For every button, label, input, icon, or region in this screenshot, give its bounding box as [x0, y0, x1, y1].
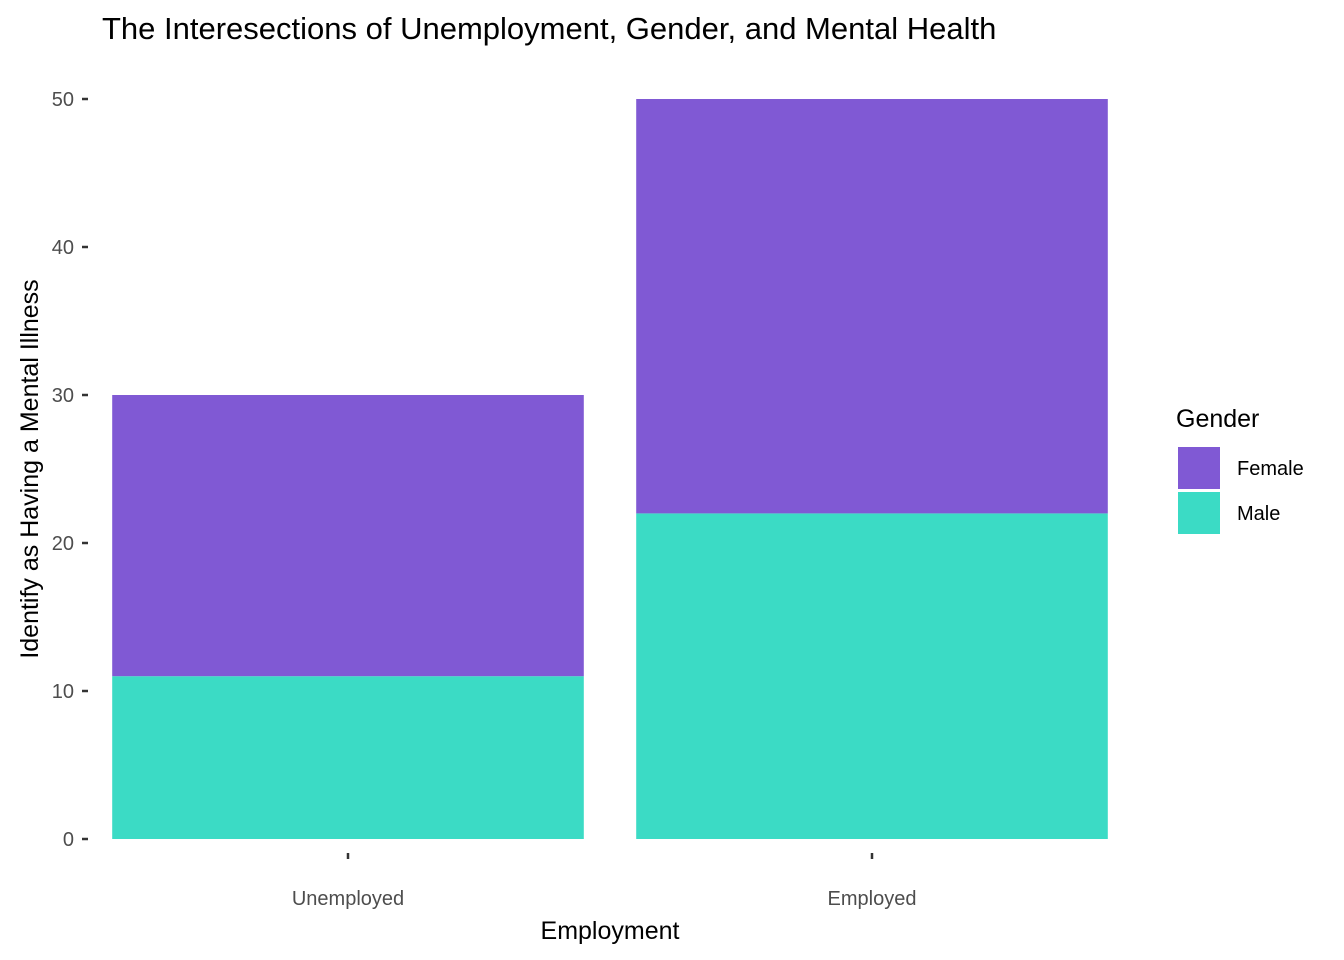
y-tick-label: 40	[52, 237, 74, 259]
bar-unemployed-male	[112, 676, 584, 839]
chart-title: The Interesections of Unemployment, Gend…	[102, 11, 996, 46]
bar-employed-female	[636, 99, 1108, 514]
bars	[112, 99, 1108, 839]
legend: Gender Female Male	[1176, 405, 1304, 534]
legend-key-female	[1178, 447, 1220, 489]
x-tick-label: Unemployed	[292, 888, 404, 910]
x-tick-label: Employed	[828, 888, 917, 910]
x-axis: Unemployed Employed	[292, 853, 917, 910]
legend-label-female: Female	[1237, 458, 1304, 480]
y-tick-label: 10	[52, 681, 74, 703]
bar-employed-male	[636, 513, 1108, 839]
legend-title: Gender	[1176, 405, 1259, 433]
bar-unemployed-female	[112, 395, 584, 677]
y-tick-label: 50	[52, 89, 74, 111]
y-tick-label: 20	[52, 533, 74, 555]
legend-label-male: Male	[1237, 503, 1280, 525]
legend-key-male	[1178, 492, 1220, 534]
y-tick-label: 30	[52, 385, 74, 407]
y-tick-label: 0	[63, 829, 74, 851]
y-axis: 0 10 20 30 40 50	[52, 89, 88, 851]
x-axis-title: Employment	[541, 917, 680, 945]
y-axis-title: Identify as Having a Mental Illness	[16, 279, 44, 658]
